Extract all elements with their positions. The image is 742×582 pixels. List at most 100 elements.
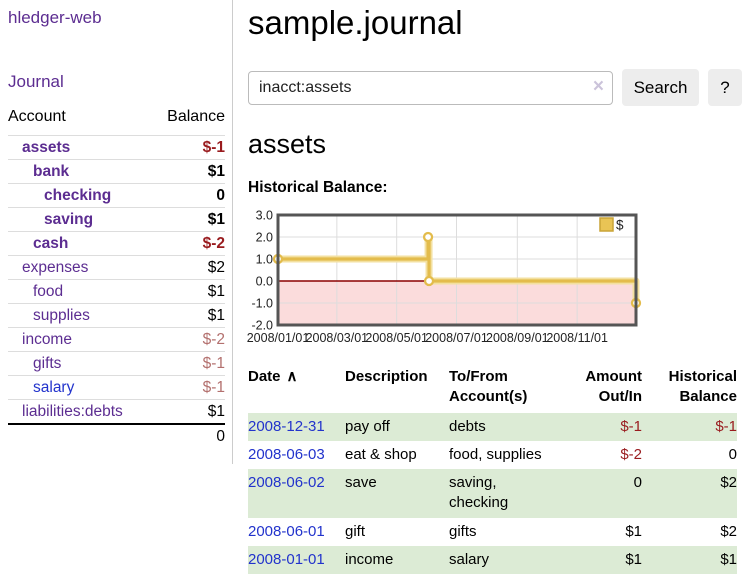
- account-link-gifts[interactable]: gifts: [33, 354, 62, 372]
- account-row: checking 0: [8, 183, 225, 208]
- account-balance: $2: [152, 255, 225, 280]
- account-row: expenses $2: [8, 255, 225, 280]
- transaction-date-link[interactable]: 2008-06-01: [248, 522, 325, 540]
- register-header-row: Date ∧ Description To/From Account(s) Amount…: [248, 365, 737, 413]
- search-input[interactable]: [248, 70, 613, 105]
- account-balance: $1: [152, 207, 225, 232]
- account-row: salary $-1: [8, 375, 225, 400]
- transaction-date-link[interactable]: 2008-12-31: [248, 417, 325, 435]
- transaction-description: gift: [345, 522, 366, 540]
- register-row: 2008-01-01 income salary $1 $1: [248, 545, 737, 574]
- account-balance: $-2: [152, 231, 225, 256]
- account-column-header: Account: [8, 108, 66, 125]
- sidebar-item-journal[interactable]: Journal: [8, 72, 64, 91]
- transaction-balance: 0: [728, 445, 737, 463]
- account-link-saving[interactable]: saving: [44, 210, 94, 228]
- register-table: Date ∧ Description To/From Account(s) Amount…: [248, 365, 737, 574]
- transaction-accounts: debts: [449, 417, 486, 435]
- chart-label: Historical Balance:: [248, 179, 388, 196]
- transaction-amount: $-1: [620, 417, 642, 435]
- x-tick-label: 2008/01/01: [247, 331, 310, 345]
- sort-ascending-icon: ∧: [286, 368, 298, 385]
- register-column-header[interactable]: Date ∧: [248, 368, 298, 385]
- account-row: saving $1: [8, 207, 225, 232]
- legend-swatch: [599, 217, 614, 232]
- transaction-balance: $2: [720, 474, 737, 491]
- transaction-description: save: [345, 474, 377, 491]
- transaction-description: pay off: [345, 417, 390, 435]
- clear-search-icon[interactable]: ×: [592, 75, 604, 97]
- transaction-amount: 0: [633, 474, 642, 491]
- y-tick-label: 1.0: [256, 253, 273, 267]
- register-column-header: Historical Balance: [668, 368, 737, 406]
- account-row: gifts $-1: [8, 351, 225, 376]
- y-tick-label: 2.0: [256, 231, 273, 245]
- total-balance: 0: [152, 423, 225, 448]
- account-balance: $-1: [152, 351, 225, 376]
- data-point-marker: [422, 231, 434, 243]
- register-row: 2008-06-02 save saving, checking 0 $2: [248, 469, 737, 518]
- account-tree-table: Account Balance assets $-1 bank $1 checking 0…: [8, 108, 225, 448]
- account-link-expenses[interactable]: expenses: [22, 258, 89, 276]
- account-row: income $-2: [8, 327, 225, 352]
- account-row: supplies $1: [8, 303, 225, 328]
- account-link-liabilities-debts[interactable]: liabilities:debts: [22, 402, 123, 420]
- account-balance: $1: [152, 399, 225, 424]
- x-tick-label: 2008/03/01: [306, 331, 369, 345]
- balance-column-header: Balance: [167, 108, 225, 125]
- search-form: × Search ?: [248, 69, 742, 106]
- account-balance: $-1: [152, 375, 225, 400]
- transaction-balance: $-1: [715, 417, 737, 435]
- account-balance: 0: [152, 183, 225, 208]
- legend-label: $: [616, 218, 624, 233]
- account-link-income[interactable]: income: [22, 330, 72, 348]
- transaction-description: eat & shop: [345, 445, 417, 463]
- register-row: 2008-12-31 pay off debts $-1 $-1: [248, 412, 737, 441]
- page-title: sample.journal: [248, 4, 463, 41]
- account-row: food $1: [8, 279, 225, 304]
- transaction-date-link[interactable]: 2008-06-03: [248, 445, 325, 463]
- search-button[interactable]: Search: [622, 69, 699, 106]
- transaction-amount: $-2: [620, 445, 642, 463]
- transaction-accounts: food, supplies: [449, 445, 542, 463]
- transaction-amount: $1: [625, 522, 642, 540]
- account-link-salary[interactable]: salary: [33, 378, 75, 396]
- transaction-balance: $1: [720, 550, 737, 568]
- y-tick-label: -1.0: [251, 297, 273, 311]
- account-balance: $-2: [152, 327, 225, 352]
- account-balance: $1: [152, 159, 225, 184]
- help-button[interactable]: ?: [708, 69, 742, 106]
- account-link-supplies[interactable]: supplies: [33, 306, 90, 324]
- x-tick-label: 2008/05/01: [365, 331, 428, 345]
- account-balance: $1: [152, 303, 225, 328]
- transaction-accounts: saving, checking: [449, 474, 509, 512]
- account-balance: $-1: [152, 135, 225, 160]
- transaction-date-link[interactable]: 2008-01-01: [248, 550, 325, 568]
- register-table-body: 2008-12-31 pay off debts $-1 $-1 2008-06-03 ea…: [248, 412, 737, 574]
- plot-border: [276, 213, 638, 327]
- account-link-bank[interactable]: bank: [33, 162, 70, 180]
- total-row: 0: [8, 423, 225, 448]
- account-link-assets[interactable]: assets: [22, 138, 71, 156]
- transaction-date-link[interactable]: 2008-06-02: [248, 474, 325, 491]
- transaction-accounts: gifts: [449, 522, 477, 540]
- sidebar: hledger-web Journal Account Balance asse…: [0, 0, 233, 464]
- y-tick-label: 0.0: [256, 275, 273, 289]
- balance-chart: $3.0 2.0 1.0 0.0 -1.0 -2.02008/01/012008/03/0…: [247, 209, 642, 345]
- y-tick-label: 3.0: [256, 209, 273, 223]
- account-link-food[interactable]: food: [33, 282, 64, 300]
- account-page-title: assets: [248, 129, 327, 159]
- x-tick-label: 2008/11/01: [546, 331, 608, 345]
- transaction-description: income: [345, 550, 394, 568]
- account-link-cash[interactable]: cash: [33, 234, 69, 252]
- account-row: bank $1: [8, 159, 225, 184]
- account-row: cash $-2: [8, 231, 225, 256]
- x-tick-label: 2008/07/01: [425, 331, 488, 345]
- app-brand-link[interactable]: hledger-web: [8, 8, 102, 27]
- account-row: liabilities:debts $1: [8, 399, 225, 424]
- transaction-accounts: salary: [449, 550, 490, 568]
- transaction-balance: $2: [720, 522, 737, 540]
- account-link-checking[interactable]: checking: [44, 186, 112, 204]
- register-row: 2008-06-01 gift gifts $1 $2: [248, 518, 737, 546]
- account-balance: $1: [152, 279, 225, 304]
